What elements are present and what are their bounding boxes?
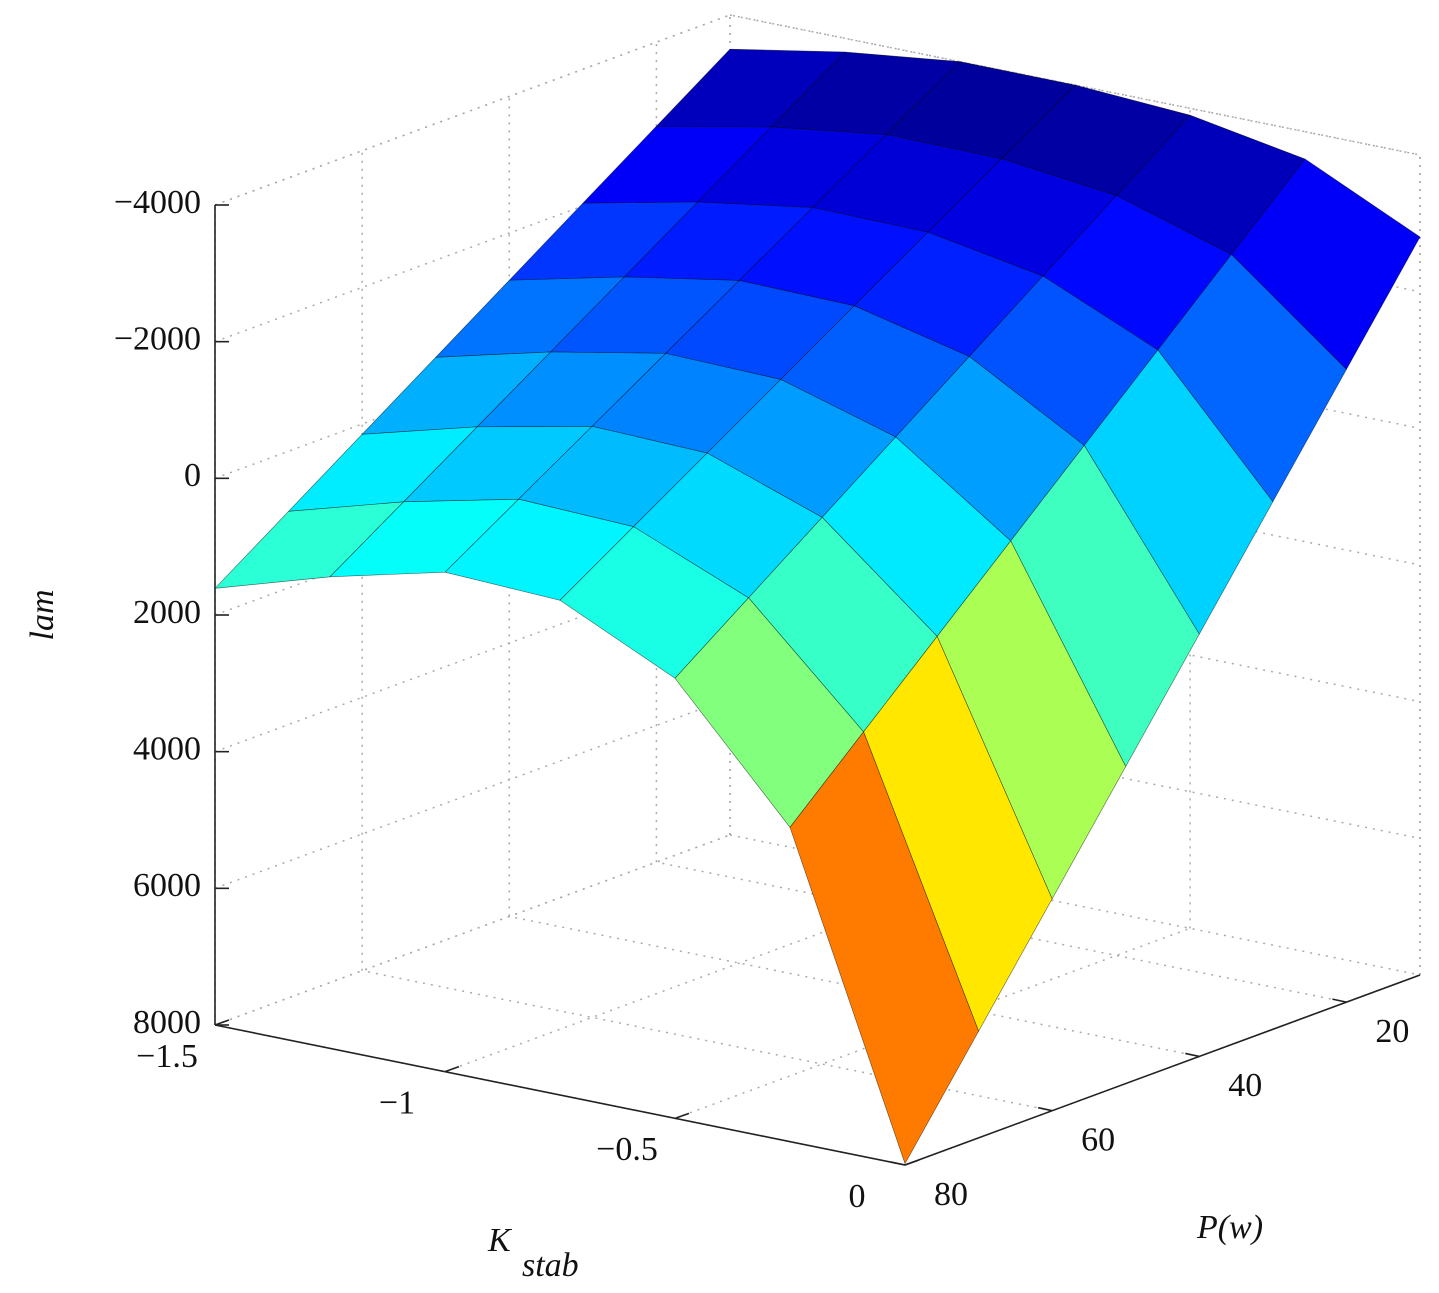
y-axis-label: P(w) — [1196, 1209, 1263, 1246]
z-tick-label: 6000 — [133, 867, 201, 904]
y-tick-label: 80 — [934, 1176, 968, 1213]
z-tick-label: 8000 — [133, 1004, 201, 1041]
z-tick-label: 2000 — [133, 594, 201, 631]
x-tick — [444, 1065, 460, 1073]
x-axis — [214, 1024, 906, 1166]
z-tick-label: −2000 — [114, 320, 201, 357]
z-tick-label: 4000 — [133, 730, 201, 767]
x-tick — [674, 1112, 690, 1120]
z-tick-label: 0 — [184, 457, 201, 494]
grid-line — [729, 834, 1421, 976]
x-axis-label-sub: stab — [522, 1247, 579, 1284]
grid-line — [361, 969, 1053, 1112]
x-tick — [214, 1019, 230, 1026]
x-tick-label: 0 — [849, 1178, 866, 1215]
y-tick-label: 20 — [1375, 1013, 1409, 1050]
y-tick — [1332, 998, 1347, 1003]
grid-line — [674, 927, 1191, 1120]
grid-line — [214, 697, 731, 890]
y-tick — [1185, 1052, 1200, 1058]
y-tick-label: 40 — [1228, 1067, 1262, 1104]
y-axis — [904, 974, 1421, 1166]
surface-patch — [789, 731, 979, 1165]
grid-line — [214, 834, 731, 1026]
x-tick-label: −1 — [379, 1084, 415, 1121]
grid-line — [214, 14, 731, 206]
y-tick — [1037, 1106, 1053, 1112]
x-tick-label: −0.5 — [596, 1131, 658, 1168]
z-axis-label: lam — [24, 590, 61, 641]
y-tick-label: 60 — [1081, 1122, 1115, 1159]
x-tick-label: −1.5 — [136, 1038, 198, 1075]
x-axis-label: K — [487, 1222, 513, 1259]
z-tick-label: −4000 — [114, 184, 201, 221]
